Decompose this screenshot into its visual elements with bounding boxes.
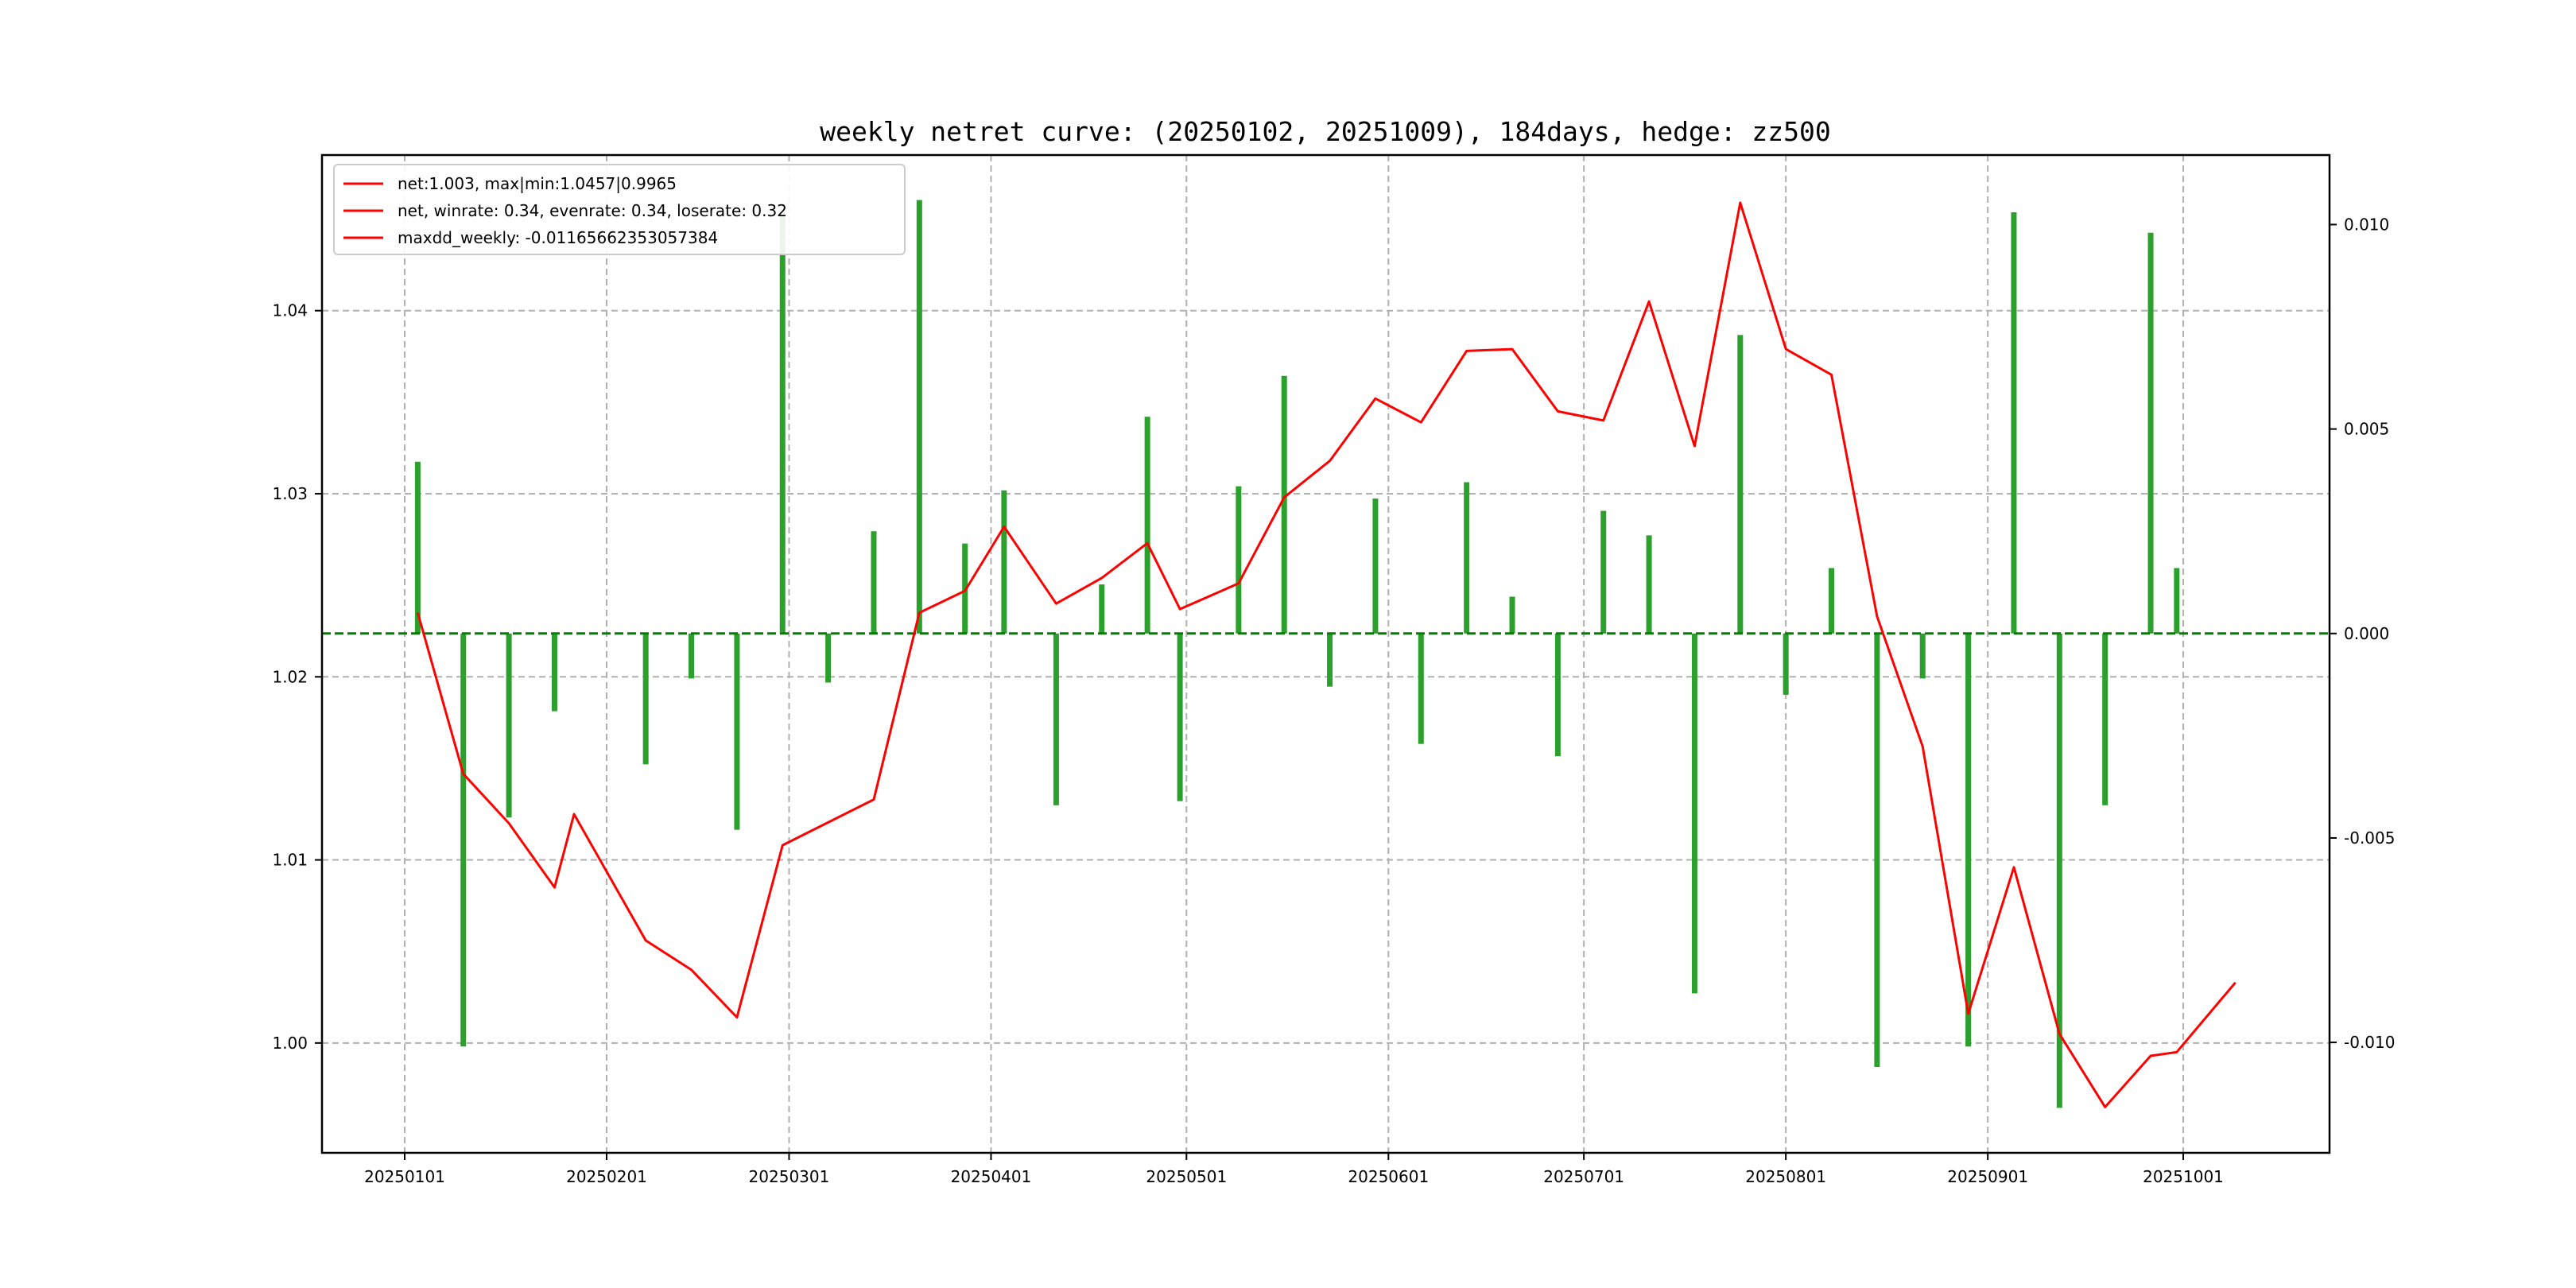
left-y-tick-label: 1.00 [272, 1034, 308, 1053]
x-tick-label: 20250601 [1348, 1167, 1429, 1186]
return-bar [2056, 633, 2062, 1108]
return-bar [1509, 596, 1515, 634]
return-bar [1600, 510, 1607, 634]
left-y-tick-label: 1.03 [272, 484, 308, 503]
left-y-tick-label: 1.02 [272, 667, 308, 686]
net-curve [416, 201, 2237, 1108]
return-bar [779, 212, 786, 634]
x-tick-label: 20250701 [1543, 1167, 1624, 1186]
left-y-axis: 1.00 1.01 1.02 1.03 1.04 [272, 301, 322, 1053]
return-bar [1099, 584, 1105, 634]
grid-lines [322, 155, 2330, 1153]
return-bar [2174, 568, 2180, 634]
return-bar [871, 531, 877, 634]
chart-title: weekly netret curve: (20250102, 20251009… [820, 116, 1831, 147]
x-tick-label: 20250101 [364, 1167, 445, 1186]
legend-label-maxdd: maxdd_weekly: -0.01165662353057384 [398, 228, 718, 247]
return-bar [1053, 633, 1059, 805]
legend: net:1.003, max|min:1.0457|0.9965 net, wi… [333, 164, 906, 255]
return-bar [1646, 535, 1652, 634]
return-bar [642, 633, 649, 765]
left-y-tick-label: 1.04 [272, 301, 308, 320]
right-y-axis: -0.010 -0.005 0.000 0.005 0.010 [2330, 215, 2395, 1052]
right-y-tick-label: 0.005 [2344, 420, 2389, 439]
right-y-tick-label: -0.005 [2344, 828, 2395, 848]
legend-box [333, 164, 906, 255]
legend-label-net: net:1.003, max|min:1.0457|0.9965 [398, 174, 677, 193]
return-bar [1783, 633, 1789, 695]
x-tick-label: 20250201 [566, 1167, 647, 1186]
weekly-return-bars [414, 200, 2180, 1108]
return-bar [2147, 232, 2154, 634]
return-bar [460, 633, 467, 1047]
return-bar [1327, 633, 1333, 687]
return-bar [551, 633, 557, 712]
return-bar [1418, 633, 1424, 744]
return-bar [1464, 482, 1470, 634]
return-bar [1691, 633, 1697, 994]
return-bar [1177, 633, 1183, 801]
x-tick-label: 20250901 [1947, 1167, 2028, 1186]
return-bar [1554, 633, 1561, 757]
return-bar [734, 633, 740, 830]
right-y-tick-label: 0.010 [2344, 215, 2389, 234]
return-bar [916, 200, 922, 634]
left-y-tick-label: 1.01 [272, 851, 308, 870]
return-bar [689, 633, 695, 679]
return-bar [2102, 633, 2109, 805]
return-bar [1874, 633, 1880, 1067]
legend-label-winrate: net, winrate: 0.34, evenrate: 0.34, lose… [398, 201, 787, 220]
return-bar [962, 543, 968, 634]
return-bar [1737, 335, 1744, 634]
return-bar [506, 633, 512, 818]
return-bar [1281, 375, 1287, 634]
return-bar [1236, 486, 1242, 634]
x-tick-label: 20251001 [2143, 1167, 2224, 1186]
return-bar [1965, 633, 1972, 1047]
return-bar [1001, 490, 1007, 634]
plot-frame [320, 153, 2331, 1154]
x-axis: 20250101 20250201 20250301 20250401 20250501… [364, 1153, 2224, 1186]
x-tick-label: 20250801 [1745, 1167, 1826, 1186]
return-bar [1919, 633, 1926, 679]
x-tick-label: 20250501 [1146, 1167, 1227, 1186]
return-bar [1372, 499, 1379, 634]
x-tick-label: 20250301 [749, 1167, 830, 1186]
return-bar [1829, 568, 1835, 634]
return-bar [1144, 417, 1150, 634]
return-bar [414, 461, 421, 634]
return-bar [2011, 212, 2017, 634]
right-y-tick-label: 0.000 [2344, 624, 2389, 643]
x-tick-label: 20250401 [951, 1167, 1032, 1186]
net-curve-group [416, 201, 2237, 1108]
return-bar [825, 633, 832, 683]
right-y-tick-label: -0.010 [2344, 1033, 2395, 1052]
